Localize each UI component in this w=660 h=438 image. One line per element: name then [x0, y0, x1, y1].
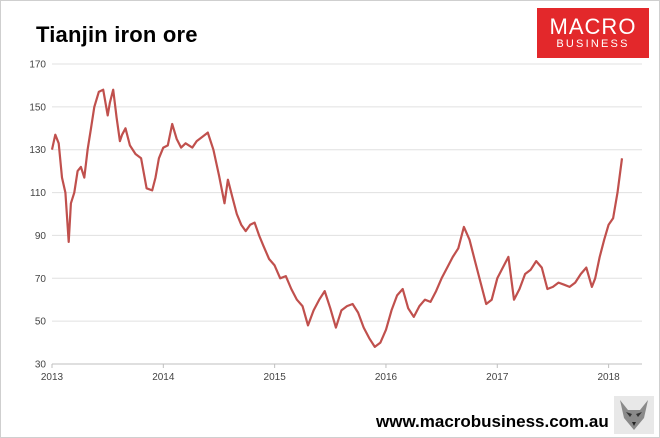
logo-line-1: MACRO [549, 13, 637, 39]
x-tick-label: 2015 [264, 372, 287, 383]
wolf-icon [614, 396, 654, 434]
x-axis-ticks: 2013 2014 2015 2016 2017 2018 [41, 364, 620, 383]
y-tick-label: 50 [35, 317, 47, 328]
y-tick-label: 70 [35, 274, 47, 285]
y-tick-label: 110 [30, 188, 46, 199]
chart-grid [52, 63, 642, 365]
series-line [50, 88, 624, 348]
x-tick-label: 2014 [152, 372, 175, 383]
logo-line-2: BUSINESS [556, 37, 630, 50]
x-tick-label: 2017 [486, 372, 509, 383]
y-tick-label: 90 [35, 231, 47, 242]
page-title: Tianjin iron ore [36, 22, 198, 47]
y-axis-ticks: 30 50 70 90 110 130 150 170 [29, 60, 46, 371]
y-tick-label: 170 [29, 60, 46, 71]
macrobusiness-logo: MACRO BUSINESS [537, 8, 649, 58]
x-tick-label: 2018 [597, 372, 620, 383]
x-tick-label: 2016 [375, 372, 398, 383]
y-tick-label: 130 [29, 145, 46, 156]
x-tick-label: 2013 [41, 372, 64, 383]
chart-series [50, 88, 624, 348]
footer-url: www.macrobusiness.com.au [376, 412, 609, 431]
y-tick-label: 30 [35, 360, 47, 371]
y-tick-label: 150 [29, 102, 46, 113]
